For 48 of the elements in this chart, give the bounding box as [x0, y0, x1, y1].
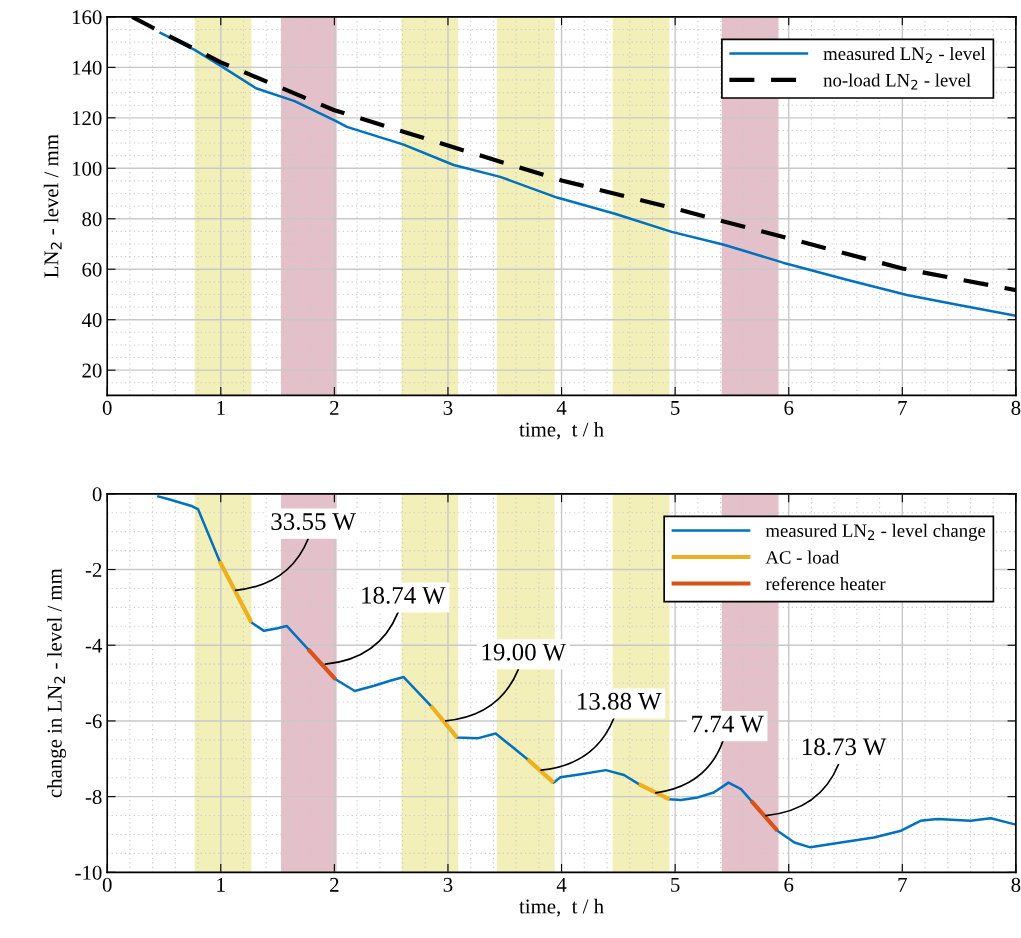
x-tick-label: 7: [898, 878, 907, 892]
annotation: 19.00 W: [482, 643, 567, 661]
x-tick-label: 2: [330, 877, 339, 892]
x-tick-label: 1: [217, 877, 225, 892]
x-tick-label: 1: [217, 400, 225, 415]
legend-label: measured LN$_{2}$ - level: [823, 46, 986, 63]
line-series: [158, 31, 1016, 317]
x-tick-label: 2: [330, 400, 339, 415]
y-tick-label: 40: [81, 313, 102, 328]
x-tick-label: 5: [671, 401, 680, 415]
legend-label: no-load LN$_{2}$ - level: [823, 73, 971, 90]
x-tick-label: 4: [556, 877, 567, 892]
y-tick-label: -4: [85, 638, 103, 653]
y-axis-title: LN$_{2}$ - level / mm: [43, 134, 62, 278]
x-tick-label: 0: [102, 877, 112, 892]
y-tick-label: 140: [72, 60, 102, 75]
annotation: 18.74 W: [362, 586, 446, 604]
y-tick-label: 0: [92, 487, 102, 502]
legend-label: measured LN$_{2}$ - level change: [765, 523, 986, 541]
x-axis-title: time, t / h: [519, 898, 604, 917]
x-tick-label: 6: [784, 877, 794, 892]
annotation: 13.88 W: [578, 692, 662, 710]
x-tick-label: 3: [443, 400, 453, 415]
y-tick-label: 160: [72, 10, 102, 25]
x-tick-label: 8: [1011, 877, 1021, 892]
x-tick-label: 4: [556, 401, 567, 415]
x-tick-label: 3: [443, 877, 453, 892]
y-tick-label: -8: [85, 790, 102, 805]
y-axis-title: change in LN$_{2}$ - level / mm: [47, 568, 67, 798]
annotation: 33.55 W: [271, 513, 356, 531]
y-tick-label: 100: [72, 161, 102, 176]
annotation: 18.73 W: [802, 738, 887, 756]
y-tick-label: -6: [85, 714, 102, 729]
x-tick-label: 8: [1011, 400, 1021, 415]
y-tick-label: 60: [82, 262, 102, 277]
x-tick-label: 0: [102, 400, 112, 415]
y-tick-label: -10: [75, 865, 102, 880]
y-tick-label: -2: [85, 562, 102, 577]
x-tick-label: 7: [898, 401, 907, 415]
legend-label: reference heater: [765, 576, 886, 591]
legend-label: AC - load: [765, 550, 840, 564]
y-tick-label: 120: [72, 111, 102, 126]
annotation: 7.74 W: [692, 715, 764, 733]
x-axis-title: time, t / h: [519, 421, 604, 440]
y-tick-label: 20: [82, 363, 102, 378]
y-tick-label: 80: [82, 212, 102, 227]
x-tick-label: 6: [784, 400, 794, 415]
x-tick-label: 5: [671, 878, 680, 892]
